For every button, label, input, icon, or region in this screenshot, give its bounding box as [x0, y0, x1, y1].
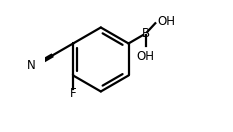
Text: F: F	[70, 87, 76, 100]
Text: N: N	[27, 59, 36, 72]
Text: OH: OH	[137, 50, 154, 63]
Text: B: B	[141, 27, 150, 40]
Text: OH: OH	[157, 15, 175, 28]
